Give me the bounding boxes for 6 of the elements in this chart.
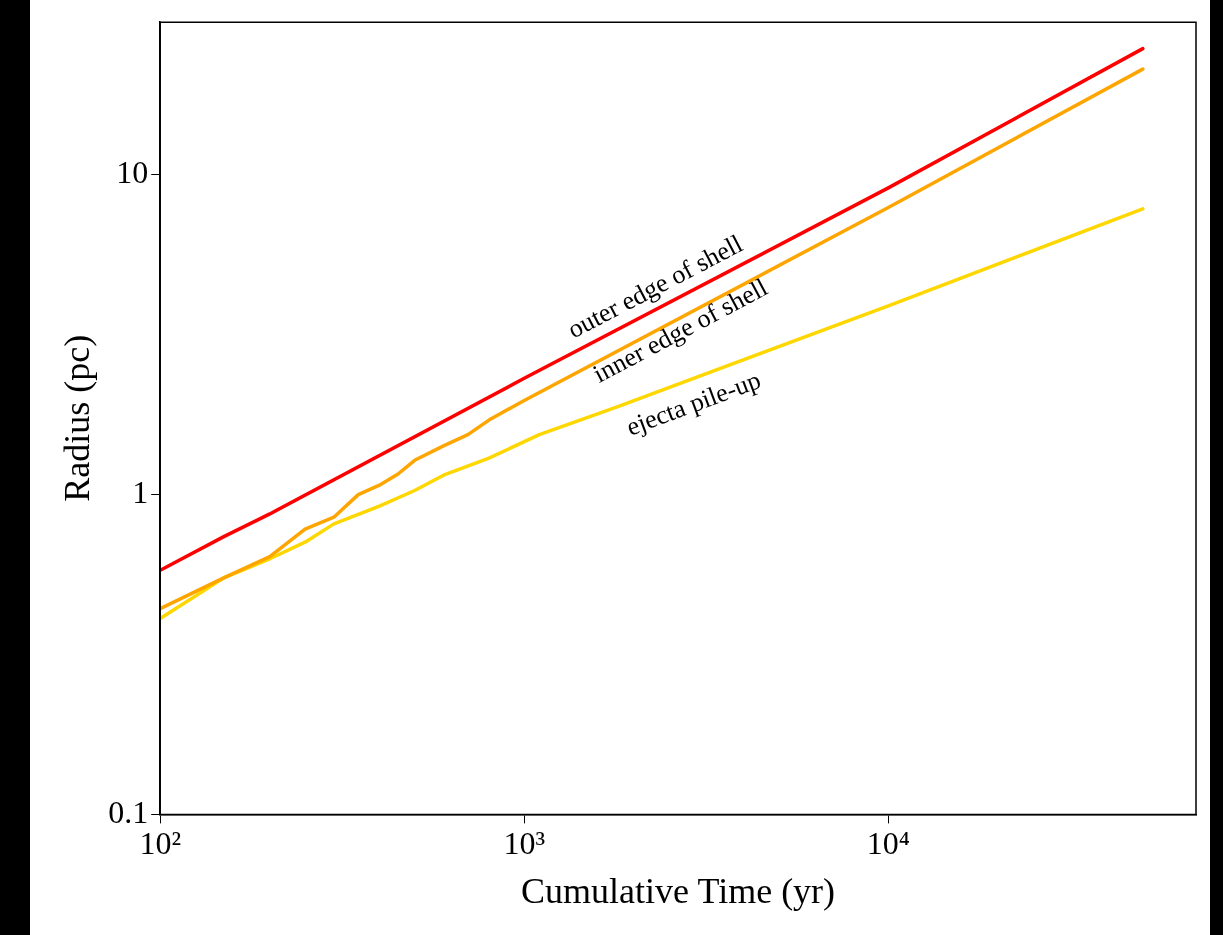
y-tick-label: 10 bbox=[116, 154, 149, 191]
y-tick-label: 1 bbox=[132, 474, 149, 510]
x-axis-title: Cumulative Time (yr) bbox=[521, 870, 836, 911]
y-axis-title: Radius (pc) bbox=[57, 334, 98, 502]
x-tick-label: 10⁴ bbox=[866, 825, 910, 862]
x-tick-label: 10³ bbox=[503, 825, 546, 862]
